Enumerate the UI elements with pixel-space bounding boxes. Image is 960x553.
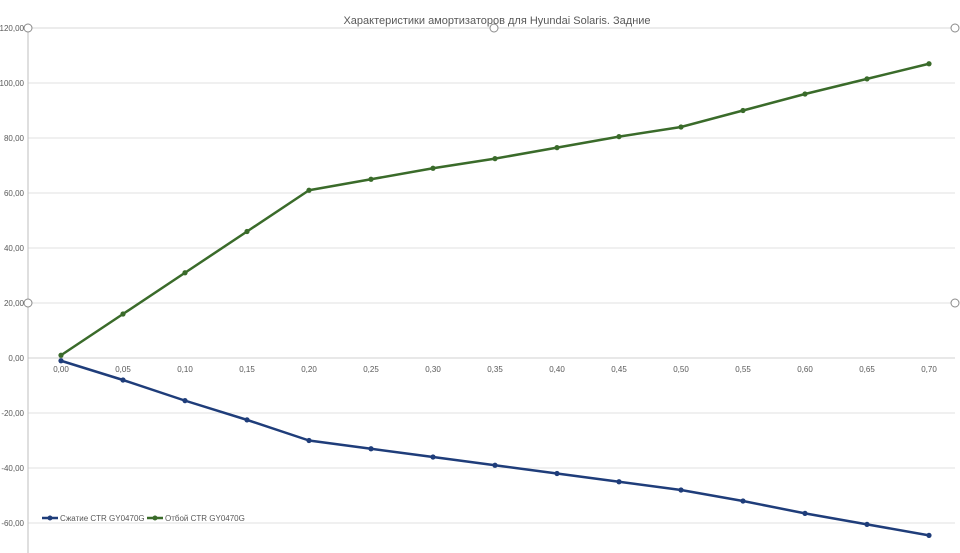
series-0[interactable] xyxy=(58,358,932,538)
data-point[interactable] xyxy=(554,145,560,151)
data-point[interactable] xyxy=(554,470,560,477)
x-tick-label: 0,25 xyxy=(363,365,379,374)
data-point[interactable] xyxy=(678,487,684,493)
data-point[interactable] xyxy=(368,446,374,452)
data-point[interactable] xyxy=(616,479,622,485)
legend-label-rebound: Отбой CTR GY0470G xyxy=(165,514,245,523)
y-tick-label: -20,00 xyxy=(1,409,24,418)
data-point[interactable] xyxy=(120,311,126,317)
data-point[interactable] xyxy=(926,61,932,67)
x-tick-label: 0,30 xyxy=(425,365,441,374)
x-tick-label: 0,45 xyxy=(611,365,627,374)
y-tick-label: 80,00 xyxy=(4,134,25,143)
legend-marker-compression xyxy=(47,515,53,521)
y-tick-label: 100,00 xyxy=(0,79,25,88)
y-tick-label: 60,00 xyxy=(4,189,25,198)
data-point[interactable] xyxy=(864,521,870,527)
x-tick-label: 0,05 xyxy=(115,365,131,374)
series-line[interactable] xyxy=(60,359,930,537)
resize-handle-top-center[interactable] xyxy=(489,23,499,33)
data-point[interactable] xyxy=(182,270,188,276)
data-point[interactable] xyxy=(802,510,808,516)
resize-handle-middle-left[interactable] xyxy=(23,298,33,308)
data-point[interactable] xyxy=(306,437,312,444)
data-point[interactable] xyxy=(678,124,684,130)
x-tick-label: 0,00 xyxy=(53,365,69,374)
y-tick-label: -60,00 xyxy=(1,519,24,528)
legend-label-compression: Сжатие CTR GY0470G xyxy=(60,514,145,523)
x-tick-label: 0,10 xyxy=(177,365,193,374)
grid-lines xyxy=(28,27,955,524)
y-tick-label: 0,00 xyxy=(8,354,24,363)
data-point[interactable] xyxy=(58,352,64,358)
data-point[interactable] xyxy=(368,176,374,182)
legend-marker-rebound xyxy=(152,515,158,521)
resize-handle-middle-right[interactable] xyxy=(950,298,960,308)
x-tick-label: 0,50 xyxy=(673,365,689,374)
data-point[interactable] xyxy=(616,134,622,140)
y-tick-label: 40,00 xyxy=(4,244,25,253)
x-tick-label: 0,55 xyxy=(735,365,751,374)
series-line[interactable] xyxy=(60,62,930,357)
chart-title[interactable]: Характеристики амортизаторов для Hyundai… xyxy=(343,15,650,27)
x-tick-label: 0,70 xyxy=(921,365,937,374)
x-tick-label: 0,20 xyxy=(301,365,317,374)
data-point[interactable] xyxy=(306,187,312,193)
y-axis: 120,00 100,00 80,00 60,00 40,00 20,00 0,00 -20,… xyxy=(0,24,25,528)
data-point[interactable] xyxy=(120,377,126,383)
data-point[interactable] xyxy=(740,107,746,114)
x-tick-label: 0,60 xyxy=(797,365,813,374)
y-tick-label: 20,00 xyxy=(4,299,25,308)
series-1[interactable] xyxy=(58,61,932,358)
data-point[interactable] xyxy=(58,358,64,364)
x-axis: 0,00 0,05 0,10 0,15 0,20 0,25 0,30 0,35 0,40 0,45… xyxy=(53,365,937,374)
legend[interactable]: Сжатие CTR GY0470G Отбой CTR GY0470G xyxy=(42,514,245,523)
x-tick-label: 0,15 xyxy=(239,365,255,374)
data-point[interactable] xyxy=(430,454,436,460)
data-point[interactable] xyxy=(244,417,250,423)
data-point[interactable] xyxy=(926,532,932,538)
data-point[interactable] xyxy=(740,498,746,504)
data-point[interactable] xyxy=(244,228,250,235)
x-tick-label: 0,65 xyxy=(859,365,875,374)
plot-area xyxy=(58,61,932,538)
resize-handle-top-right[interactable] xyxy=(950,23,960,33)
resize-handle-top-left[interactable] xyxy=(23,23,33,33)
data-point[interactable] xyxy=(430,165,436,171)
data-point[interactable] xyxy=(864,76,870,82)
y-tick-label: -40,00 xyxy=(1,464,24,473)
data-point[interactable] xyxy=(802,91,808,97)
x-tick-label: 0,40 xyxy=(549,365,565,374)
x-tick-label: 0,35 xyxy=(487,365,503,374)
data-point[interactable] xyxy=(492,462,498,468)
data-point[interactable] xyxy=(492,156,498,162)
y-tick-label: 120,00 xyxy=(0,24,25,33)
data-point[interactable] xyxy=(182,398,188,404)
